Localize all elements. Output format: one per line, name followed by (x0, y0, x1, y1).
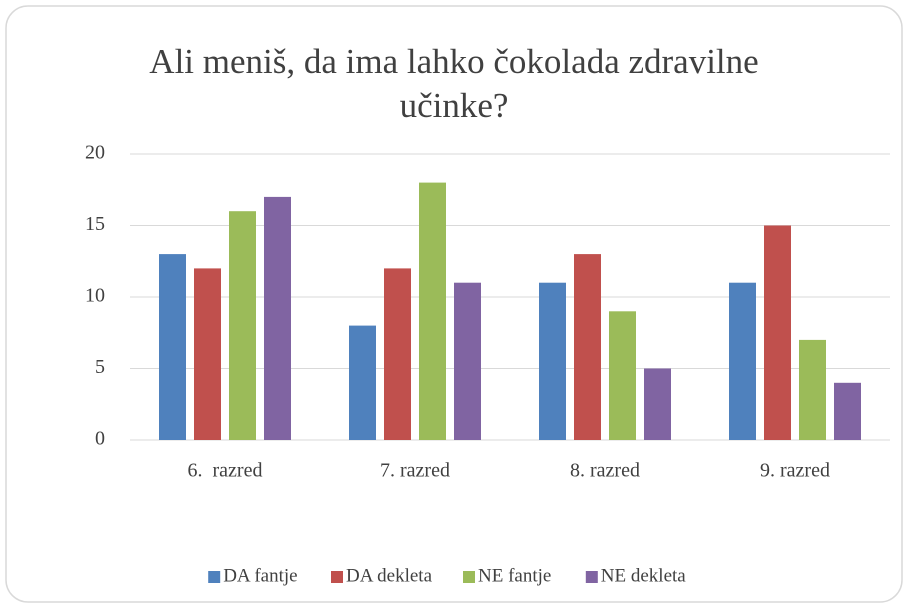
legend-label: NE fantje (478, 565, 551, 586)
legend-swatch (331, 571, 343, 583)
bar (194, 268, 221, 440)
bar (609, 311, 636, 440)
legend-swatch (585, 571, 598, 583)
x-tick-label: 7. razred (380, 460, 450, 482)
y-tick-label: 0 (95, 428, 105, 450)
x-tick-label: 8. razred (570, 460, 640, 482)
chart-title: Ali meniš, da ima lahko čokolada zdravil… (149, 42, 759, 125)
bar (264, 196, 291, 440)
bar (764, 225, 791, 440)
y-tick-label: 10 (85, 285, 105, 307)
bar (539, 282, 566, 440)
bar (384, 268, 411, 440)
bar (419, 182, 446, 440)
bar (574, 254, 601, 440)
bar (349, 325, 376, 440)
bar (799, 339, 826, 440)
y-tick-label: 5 (95, 356, 105, 378)
legend-swatch (208, 571, 221, 583)
x-tick-label: 6. razred (188, 460, 263, 482)
bar (159, 254, 186, 440)
bar (229, 211, 256, 440)
bar (454, 282, 481, 440)
legend-label: DA dekleta (346, 565, 433, 586)
y-tick-label: 15 (85, 213, 105, 235)
x-tick-label: 9. razred (760, 460, 830, 482)
bar (834, 382, 861, 440)
legend-label: DA fantje (223, 565, 297, 586)
legend-swatch (463, 571, 475, 583)
bar (644, 368, 671, 440)
bar (729, 282, 756, 440)
legend-label: NE dekleta (601, 565, 687, 586)
y-tick-label: 20 (85, 142, 105, 164)
